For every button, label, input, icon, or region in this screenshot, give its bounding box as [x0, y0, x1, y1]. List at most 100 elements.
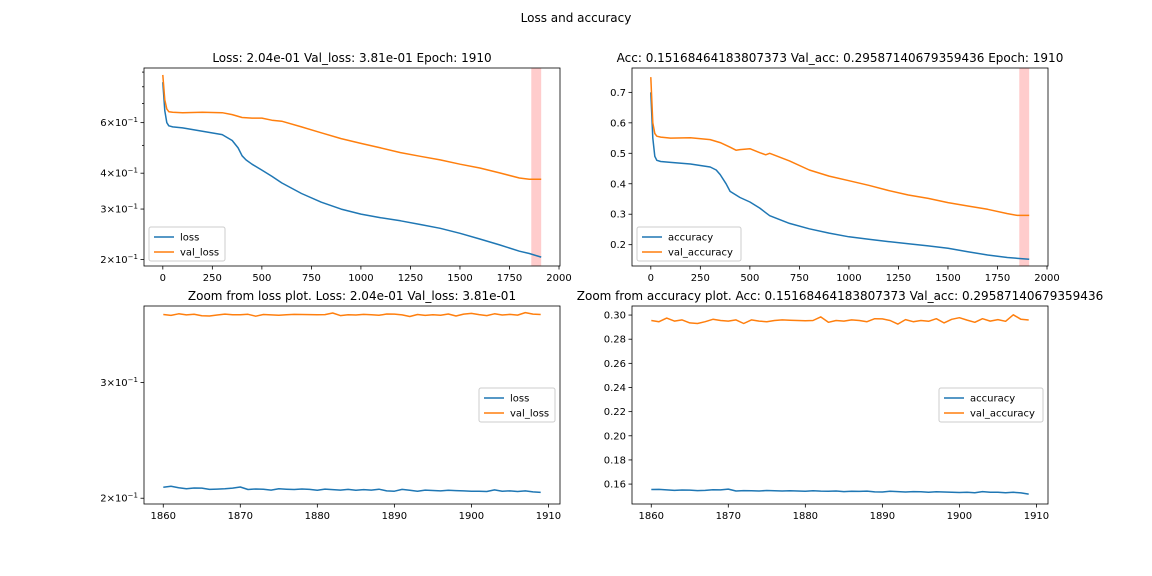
x-tick-label: 0	[648, 273, 654, 284]
chart-2: 0 250 500 750 1000 1250 1500 1750 2000 0.2 0.3 0.4 0…	[610, 51, 1063, 284]
x-tick-label: 250	[691, 273, 710, 284]
legend-label-loss: loss	[510, 394, 529, 405]
x-tick-label: 1910	[1024, 511, 1049, 522]
axes-frame	[143, 67, 561, 267]
series-line-loss	[163, 485, 541, 494]
x-tick-label: 1000	[348, 273, 373, 284]
y-tick-label: 0.7	[610, 88, 626, 99]
legend-box	[636, 226, 742, 262]
x-tick-label: 1500	[935, 273, 960, 284]
series-line-accuracy	[651, 488, 1029, 495]
y-tick-times: ×10	[107, 378, 128, 389]
series-line-accuracy	[650, 92, 1030, 261]
legend: accuracy val_accuracy	[636, 226, 742, 262]
chart-title: Acc: 0.15168464183807373 Val_acc: 0.2958…	[617, 51, 1064, 65]
x-tick-label: 1890	[870, 511, 895, 522]
y-tick-mantissa: 2	[100, 255, 106, 266]
highlight-span	[531, 68, 542, 266]
legend-label-val_accuracy: val_accuracy	[668, 248, 733, 259]
y-tick-label: 0.2	[610, 240, 626, 251]
legend-label-val_loss: val_loss	[180, 248, 219, 259]
x-tick-label: 1860	[639, 511, 664, 522]
y-tick-label: 0.4	[610, 179, 626, 190]
x-tick-label: 1000	[836, 273, 861, 284]
legend-label-accuracy: accuracy	[970, 394, 1015, 405]
x-tick-label: 1860	[151, 511, 176, 522]
x-tick-label: 0	[160, 273, 166, 284]
x-tick-label: 2000	[1034, 273, 1059, 284]
y-tick-label: 0.18	[604, 455, 626, 466]
chart-4: 1860 1870 1880 1890 1900 1910 0.16 0.18 0.20 0.22…	[577, 289, 1103, 522]
y-tick-mantissa: 6	[100, 118, 106, 129]
x-tick-label: 1750	[497, 273, 522, 284]
y-tick-mantissa: 3	[100, 378, 106, 389]
y-tick-label: 4×10−1	[100, 167, 138, 180]
chart-title: Zoom from accuracy plot. Acc: 0.15168464…	[577, 289, 1103, 303]
y-tick-exponent: −1	[128, 203, 138, 211]
legend-label-accuracy: accuracy	[668, 233, 713, 244]
y-tick-label: 0.16	[604, 480, 626, 491]
x-tick-label: 500	[740, 273, 759, 284]
y-tick-label: 0.26	[604, 359, 626, 370]
y-tick-exponent: −1	[128, 167, 138, 175]
y-tick-times: ×10	[107, 118, 128, 129]
y-tick-mantissa: 3	[100, 205, 106, 216]
x-tick-label: 1910	[536, 511, 561, 522]
legend: accuracy val_accuracy	[938, 387, 1044, 423]
highlight-span	[1019, 68, 1030, 266]
series-line-loss	[162, 82, 542, 258]
y-tick-times: ×10	[107, 205, 128, 216]
y-tick-label: 0.28	[604, 335, 626, 346]
legend: loss val_loss	[148, 226, 226, 262]
y-tick-label: 0.20	[604, 431, 626, 442]
y-tick-label: 3×10−1	[100, 376, 138, 389]
y-tick-mantissa: 2	[100, 494, 106, 505]
series-line-val_accuracy	[651, 314, 1029, 325]
legend-box	[938, 387, 1044, 423]
x-tick-label: 2000	[546, 273, 571, 284]
x-tick-label: 1500	[447, 273, 472, 284]
axes-frame	[631, 67, 1049, 267]
x-tick-label: 500	[252, 273, 271, 284]
chart-title: Loss: 2.04e-01 Val_loss: 3.81e-01 Epoch:…	[212, 51, 491, 65]
x-tick-label: 750	[790, 273, 809, 284]
x-tick-label: 1880	[305, 511, 330, 522]
figure-title: Loss and accuracy	[521, 11, 632, 25]
x-tick-label: 1870	[228, 511, 253, 522]
legend-label-val_accuracy: val_accuracy	[970, 409, 1035, 420]
y-tick-exponent: −1	[128, 376, 138, 384]
y-tick-label: 3×10−1	[100, 203, 138, 216]
x-tick-label: 1880	[793, 511, 818, 522]
y-tick-label: 2×10−1	[100, 492, 138, 505]
x-tick-label: 1750	[985, 273, 1010, 284]
axes-frame	[631, 305, 1049, 505]
y-tick-mantissa: 4	[100, 169, 106, 180]
y-tick-times: ×10	[107, 169, 128, 180]
y-tick-label: 0.24	[604, 383, 626, 394]
y-tick-label: 6×10−1	[100, 116, 138, 129]
y-tick-times: ×10	[107, 494, 128, 505]
series-line-val_loss	[162, 74, 542, 181]
chart-title: Zoom from loss plot. Loss: 2.04e-01 Val_…	[188, 289, 516, 303]
legend: loss val_loss	[478, 387, 556, 423]
chart-3: 1860 1870 1880 1890 1900 19102×10−13×10−1Zoom…	[100, 289, 561, 522]
legend-label-val_loss: val_loss	[510, 409, 549, 420]
y-tick-exponent: −1	[128, 492, 138, 500]
y-tick-label: 0.5	[610, 149, 626, 160]
axes-frame	[143, 305, 561, 505]
series-line-val_loss	[163, 311, 541, 318]
chart-1: 0 250 500 750 1000 1250 1500 1750 20002×10−13×10…	[100, 51, 572, 284]
y-tick-exponent: −1	[128, 253, 138, 261]
y-tick-exponent: −1	[128, 116, 138, 124]
y-tick-label: 0.3	[610, 210, 626, 221]
y-tick-label: 2×10−1	[100, 253, 138, 266]
y-tick-label: 0.30	[604, 311, 626, 322]
x-tick-label: 1890	[382, 511, 407, 522]
legend-label-loss: loss	[180, 233, 199, 244]
x-tick-label: 750	[302, 273, 321, 284]
y-tick-times: ×10	[107, 255, 128, 266]
y-tick-label: 0.6	[610, 118, 626, 129]
x-tick-label: 1250	[398, 273, 423, 284]
x-tick-label: 250	[203, 273, 222, 284]
